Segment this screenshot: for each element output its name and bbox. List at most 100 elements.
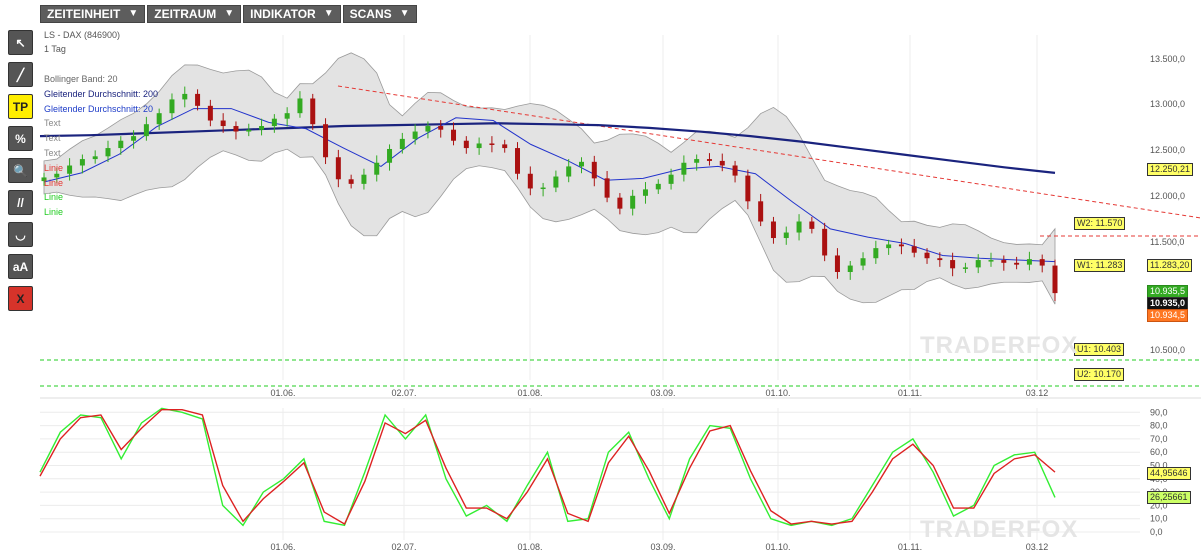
candle-body — [79, 159, 85, 166]
line-icon: ╱ — [16, 67, 25, 82]
time-axis: 01.06. 01.06. 02.07. 02.07. 01.08. 01.08. 03.0… — [270, 388, 1048, 552]
chevron-down-icon: ▼ — [128, 8, 139, 19]
stoch-tick-label: 50,0 — [1150, 461, 1168, 471]
pointer-tool[interactable]: ↖ — [8, 30, 33, 55]
candle-body — [1014, 262, 1020, 265]
candle-body — [834, 255, 840, 272]
legend-item: Linie — [44, 192, 64, 203]
moving-average-200 — [39, 122, 1056, 174]
candle-body — [630, 195, 636, 209]
candle-body — [1026, 259, 1032, 265]
ma200-line — [39, 122, 1056, 174]
candle-body — [578, 161, 584, 167]
trend-lines — [40, 85, 1201, 387]
w1-tag: W1: 11.283 — [1074, 259, 1126, 272]
price-tick-label: 11.500,0 — [1150, 237, 1184, 247]
candle-body — [770, 221, 776, 239]
candle-body — [783, 232, 789, 239]
cursor-icon: ↖ — [15, 35, 26, 50]
percent-tool[interactable]: % — [8, 126, 33, 151]
legend-item: Linie — [44, 177, 64, 188]
curve-tool[interactable]: ◡ — [8, 222, 33, 247]
candle-body — [489, 143, 495, 145]
menu-zeiteinheit[interactable]: ZEITEINHEIT ▼ — [40, 5, 146, 23]
stoch-tick-label: 20,0 — [1150, 500, 1168, 510]
delete-tool[interactable]: X — [8, 286, 33, 311]
date-tick-label: 01.06. — [270, 388, 295, 398]
candle-body — [962, 267, 968, 269]
candle-body — [425, 126, 431, 132]
ma20-tag: 11.283,20 — [1147, 259, 1193, 272]
date-tick-label: 01.11. — [898, 542, 922, 552]
text-size-icon: aA — [12, 259, 29, 274]
u1-tag: U1: 10.403 — [1074, 343, 1125, 356]
tp-tool[interactable]: TP — [8, 94, 33, 119]
candle-body — [924, 252, 930, 259]
legend-item: Bollinger Band: 20 — [44, 74, 118, 84]
candle-body — [681, 162, 687, 175]
candle-body — [412, 131, 418, 139]
interval-label: 1 Tag — [44, 44, 66, 54]
instrument-title: LS - DAX (846900) — [44, 30, 121, 40]
candle-body — [937, 258, 943, 261]
date-tick-label: 02.07. — [391, 388, 416, 398]
line-tool[interactable]: ╱ — [8, 62, 33, 87]
stoch-tick-label: 60,0 — [1150, 447, 1168, 457]
candle-body — [745, 175, 751, 202]
candle-body — [259, 126, 265, 130]
ma200-tag: 12.250,21 — [1147, 163, 1194, 176]
zoom-tool[interactable]: 🔍 — [8, 158, 33, 183]
candle-body — [92, 156, 98, 160]
stoch-tick-label: 0,0 — [1150, 527, 1163, 537]
candle-body — [207, 105, 213, 121]
chevron-down-icon: ▼ — [323, 8, 334, 19]
candle-body — [374, 162, 380, 175]
legend-item: Gleitender Durchschnitt: 20 — [44, 103, 154, 114]
curve-icon: ◡ — [15, 227, 26, 242]
stoch-tick-label: 90,0 — [1150, 407, 1168, 417]
candle-body — [297, 98, 303, 114]
candle-body — [399, 138, 405, 149]
candle-body — [476, 143, 482, 149]
candle-body — [886, 244, 892, 249]
legend-item: Gleitender Durchschnitt: 200 — [44, 88, 159, 99]
date-tick-label: 01.08. — [517, 542, 542, 552]
candle-body — [463, 140, 469, 149]
price-tick-label: 12.000,0 — [1150, 191, 1185, 201]
date-tick-label: 03.12 — [1026, 388, 1049, 398]
menu-scans[interactable]: SCANS ▼ — [342, 5, 417, 23]
candle-body — [1001, 260, 1007, 263]
price-tick-label: 10.500,0 — [1150, 345, 1185, 355]
menu-indikator[interactable]: INDIKATOR ▼ — [243, 5, 341, 23]
candlesticks — [41, 86, 1058, 302]
last-low-tag: 10.934,5 — [1147, 309, 1189, 322]
bollinger-band — [43, 52, 1056, 305]
candle-body — [246, 129, 252, 132]
candle-body — [591, 161, 597, 179]
parallel-lines-tool[interactable]: // — [8, 190, 33, 215]
candle-body — [515, 148, 521, 174]
menu-zeitraum[interactable]: ZEITRAUM ▼ — [147, 5, 242, 23]
price-tick-label: 12.500,0 — [1150, 145, 1185, 155]
candle-body — [131, 136, 137, 141]
text-size-tool[interactable]: aA — [8, 254, 33, 279]
stoch-tick-label: 10,0 — [1150, 514, 1168, 524]
candle-body — [719, 160, 725, 166]
candle-body — [233, 126, 239, 132]
candle-body — [41, 177, 47, 182]
date-tick-label: 01.10. — [765, 542, 790, 552]
stoch-tick-label: 80,0 — [1150, 421, 1168, 431]
candle-body — [335, 157, 341, 180]
menu-label: ZEITEINHEIT — [47, 7, 121, 21]
candle-body — [54, 173, 60, 178]
chevron-down-icon: ▼ — [399, 8, 410, 19]
candle-body — [156, 113, 162, 125]
legend-item: Linie — [44, 207, 64, 218]
candle-body — [361, 174, 367, 184]
w2-tag: W2: 11.570 — [1074, 217, 1126, 230]
candle-body — [732, 165, 738, 176]
date-tick-label: 01.08. — [517, 388, 542, 398]
candle-body — [1052, 265, 1058, 294]
candle-body — [387, 148, 393, 163]
